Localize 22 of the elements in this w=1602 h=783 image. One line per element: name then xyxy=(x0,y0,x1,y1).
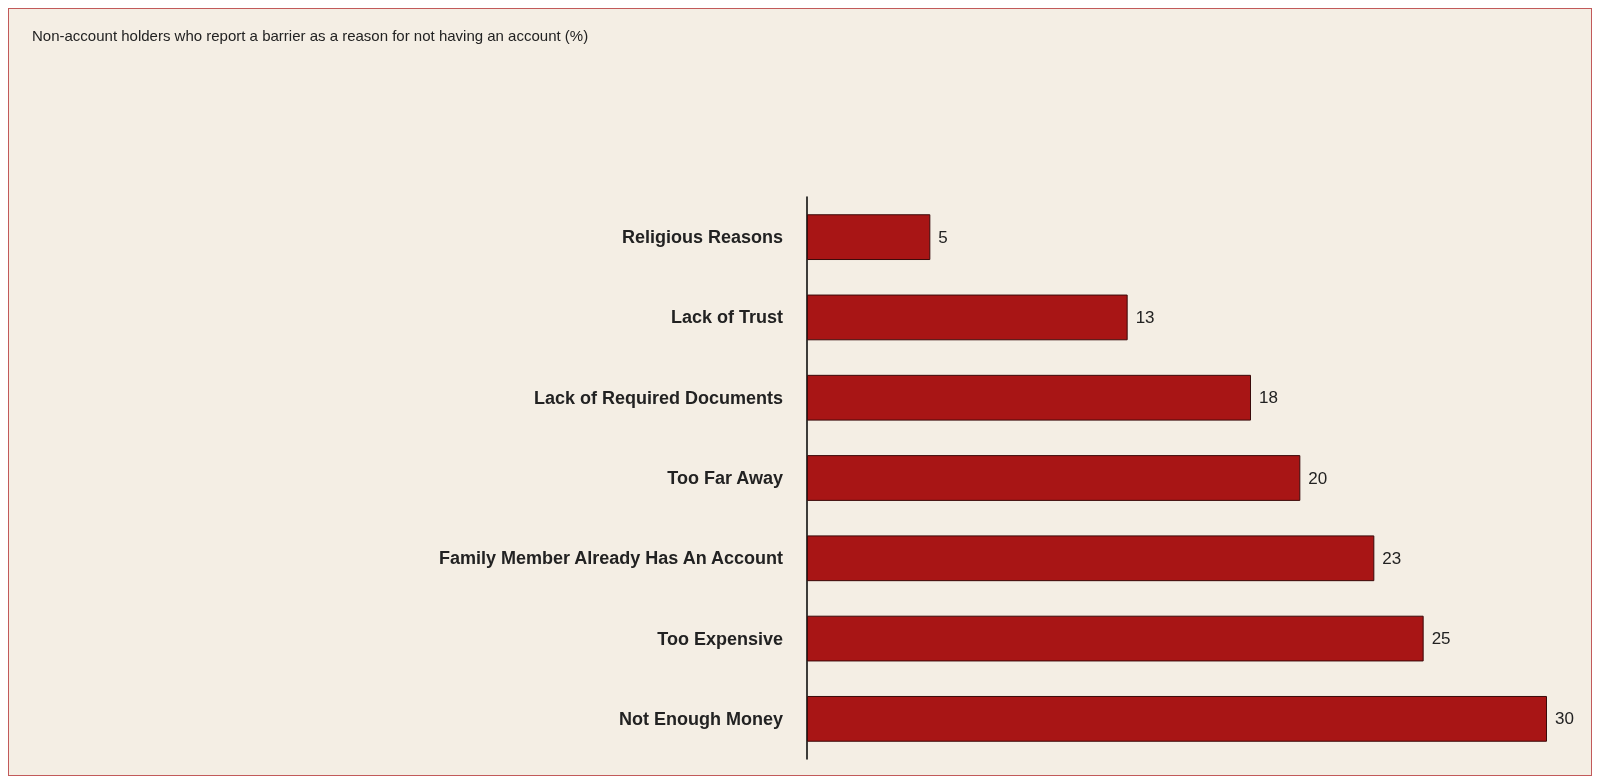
y-tick-label: Lack of Required Documents xyxy=(533,387,783,408)
y-tick-label: Religious Reasons xyxy=(621,227,783,248)
data-label: 23 xyxy=(1382,548,1402,568)
data-label: 30 xyxy=(1555,709,1574,729)
bar xyxy=(807,294,1128,341)
bar xyxy=(807,455,1301,501)
data-label: 18 xyxy=(1259,388,1278,408)
y-tick-label: Lack of Trust xyxy=(670,307,783,328)
data-label: 5 xyxy=(938,227,948,247)
bar xyxy=(807,615,1424,662)
y-tick-label: Too Expensive xyxy=(657,628,783,649)
y-tick-label: Family Member Already Has An Account xyxy=(438,548,783,569)
text: Non-account holders who report a barrier as a reason for not having an account (%) xyxy=(32,27,589,44)
data-label: 20 xyxy=(1308,468,1328,488)
bar xyxy=(807,535,1375,582)
data-label: 25 xyxy=(1431,629,1451,649)
bar xyxy=(807,214,931,261)
bar xyxy=(807,374,1251,421)
bar xyxy=(807,695,1547,742)
y-tick-label: Too Far Away xyxy=(667,468,783,488)
data-label: 13 xyxy=(1135,307,1155,327)
y-tick-label: Not Enough Money xyxy=(619,708,783,729)
